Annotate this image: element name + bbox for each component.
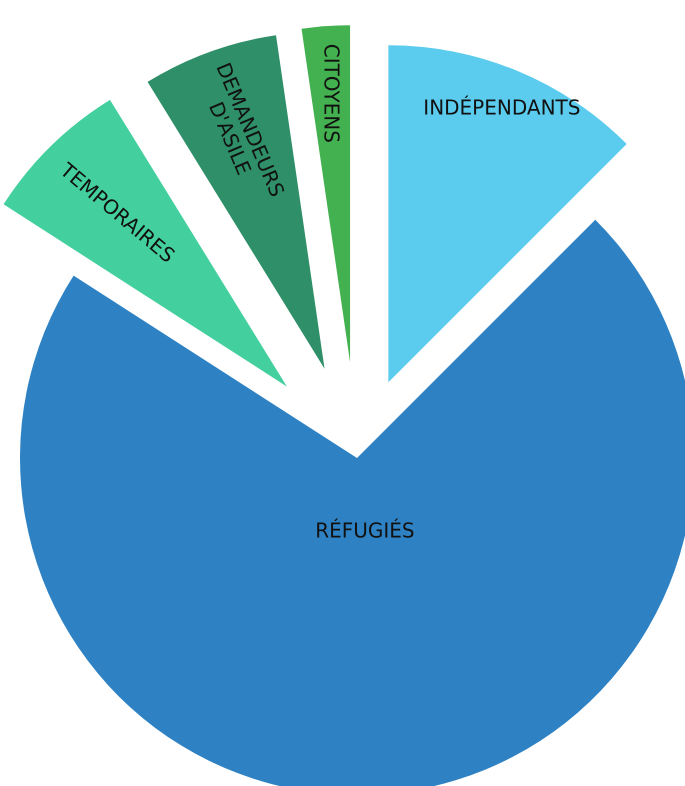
pie-slice-demandeurs-d-asile xyxy=(147,35,325,369)
pie-label-refugies: RÉFUGIÉS xyxy=(315,518,414,542)
pie-slice-refugies xyxy=(20,219,685,786)
pie-slice-temporaires xyxy=(3,99,287,387)
pie-slice-citoyens xyxy=(301,25,351,363)
pie-label-citoyens: CITOYENS xyxy=(320,44,344,143)
pie-slice-independants xyxy=(388,45,627,383)
pie-label-independants: INDÉPENDANTS xyxy=(423,95,580,119)
